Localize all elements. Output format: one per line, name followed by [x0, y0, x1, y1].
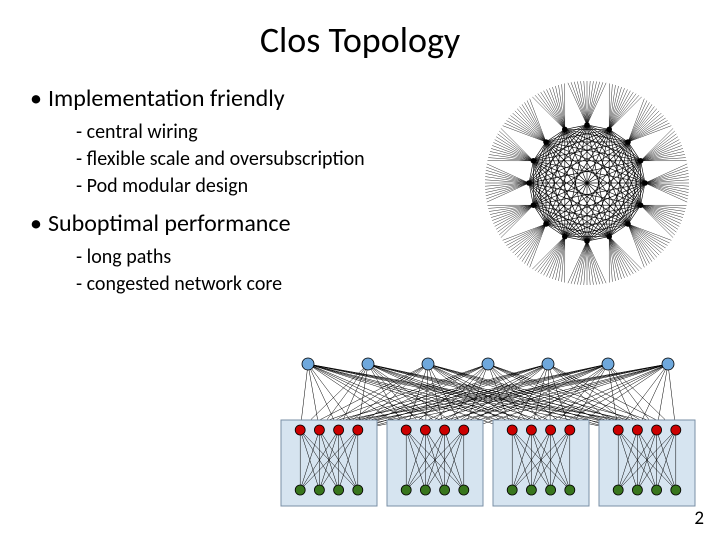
clos-network-diagram	[268, 352, 708, 512]
slide-title: Clos Topology	[0, 0, 720, 74]
page-number: 2	[694, 507, 704, 530]
radial-network-diagram	[482, 78, 692, 288]
